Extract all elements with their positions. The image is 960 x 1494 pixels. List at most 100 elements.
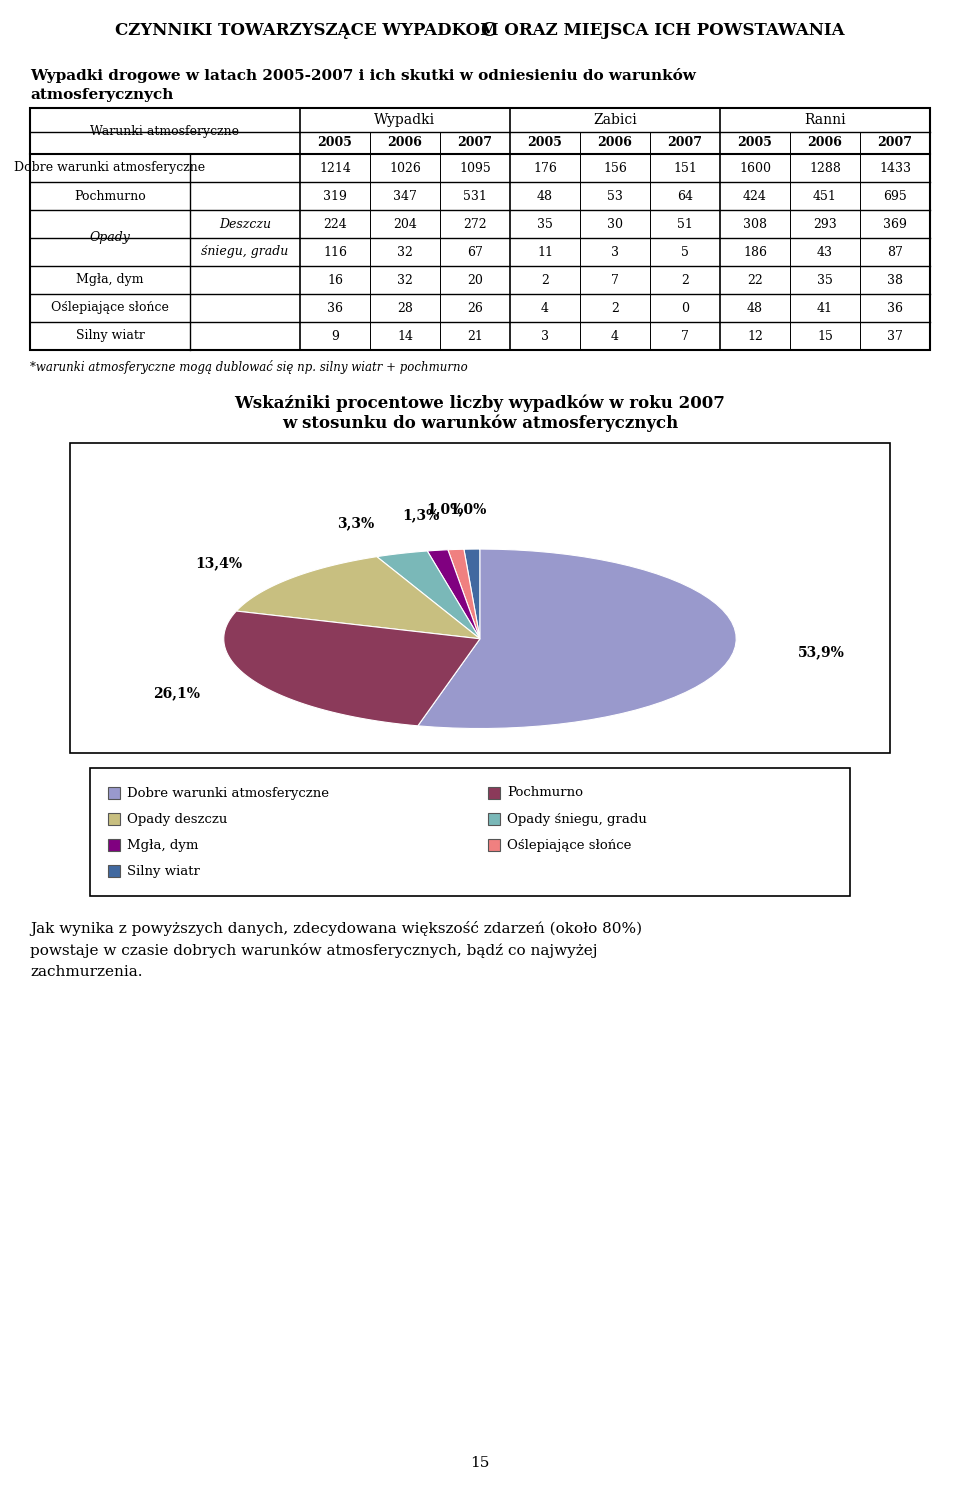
Text: Opady deszczu: Opady deszczu <box>127 813 228 826</box>
Text: 151: 151 <box>673 161 697 175</box>
PathPatch shape <box>236 557 480 639</box>
Text: 1,0%: 1,0% <box>426 502 464 517</box>
Text: Silny wiatr: Silny wiatr <box>127 865 200 877</box>
Text: 38: 38 <box>887 273 903 287</box>
Text: Pochmurno: Pochmurno <box>507 786 583 799</box>
Text: 1600: 1600 <box>739 161 771 175</box>
Text: 9: 9 <box>331 330 339 342</box>
Text: 53: 53 <box>607 190 623 203</box>
Text: 3,3%: 3,3% <box>337 517 374 530</box>
Text: Silny wiatr: Silny wiatr <box>76 330 144 342</box>
Text: 67: 67 <box>468 245 483 258</box>
Text: atmosferycznych: atmosferycznych <box>30 88 174 102</box>
Text: 26: 26 <box>468 302 483 315</box>
Text: Opady śniegu, gradu: Opady śniegu, gradu <box>507 813 647 826</box>
Text: 15: 15 <box>817 330 833 342</box>
Text: 48: 48 <box>747 302 763 315</box>
Text: 87: 87 <box>887 245 903 258</box>
Text: 176: 176 <box>533 161 557 175</box>
Text: 5: 5 <box>681 245 689 258</box>
Text: 4: 4 <box>541 302 549 315</box>
Text: 13,4%: 13,4% <box>195 557 243 571</box>
Text: 224: 224 <box>324 218 347 230</box>
Text: 32: 32 <box>397 245 413 258</box>
Text: 51: 51 <box>677 218 693 230</box>
Text: 1095: 1095 <box>459 161 491 175</box>
Bar <box>30 108 930 350</box>
Text: śniegu, gradu: śniegu, gradu <box>202 245 289 258</box>
Text: 2007: 2007 <box>877 136 913 149</box>
Text: 35: 35 <box>817 273 833 287</box>
Text: 35: 35 <box>537 218 553 230</box>
Bar <box>90 768 850 896</box>
Text: 48: 48 <box>537 190 553 203</box>
Text: 7: 7 <box>612 273 619 287</box>
Text: 15: 15 <box>470 1457 490 1470</box>
Text: 36: 36 <box>327 302 343 315</box>
Text: Jak wynika z powyższych danych, zdecydowana większość zdarzeń (około 80%): Jak wynika z powyższych danych, zdecydow… <box>30 920 642 937</box>
Text: 424: 424 <box>743 190 767 203</box>
Text: 2005: 2005 <box>737 136 773 149</box>
Text: 272: 272 <box>463 218 487 230</box>
Text: 369: 369 <box>883 218 907 230</box>
Text: Wypadki: Wypadki <box>374 114 436 127</box>
Text: *warunki atmosferyczne mogą dublować się np. silny wiatr + pochmurno: *warunki atmosferyczne mogą dublować się… <box>30 360 468 374</box>
PathPatch shape <box>427 550 480 639</box>
PathPatch shape <box>448 550 480 639</box>
Text: 451: 451 <box>813 190 837 203</box>
Text: 16: 16 <box>327 273 343 287</box>
Text: 2007: 2007 <box>667 136 703 149</box>
PathPatch shape <box>224 611 480 726</box>
Text: 0: 0 <box>681 302 689 315</box>
Bar <box>488 787 500 799</box>
Bar <box>488 813 500 825</box>
Text: Mgła, dym: Mgła, dym <box>76 273 144 287</box>
Text: 4: 4 <box>611 330 619 342</box>
Bar <box>108 840 120 852</box>
Text: 1,3%: 1,3% <box>402 508 440 521</box>
Text: Warunki atmosferyczne: Warunki atmosferyczne <box>90 124 239 137</box>
Text: 2: 2 <box>612 302 619 315</box>
Text: Oślepiające słońce: Oślepiające słońce <box>507 838 632 852</box>
Text: 156: 156 <box>603 161 627 175</box>
Text: Opady: Opady <box>89 232 131 245</box>
Bar <box>108 865 120 877</box>
Text: powstaje w czasie dobrych warunków atmosferycznych, bądź co najwyżej: powstaje w czasie dobrych warunków atmos… <box>30 943 597 958</box>
Text: 186: 186 <box>743 245 767 258</box>
Text: Wypadki drogowe w latach 2005-2007 i ich skutki w odniesieniu do warunków: Wypadki drogowe w latach 2005-2007 i ich… <box>30 69 696 84</box>
Text: 7: 7 <box>681 330 689 342</box>
Text: 20: 20 <box>468 273 483 287</box>
Text: 3: 3 <box>611 245 619 258</box>
PathPatch shape <box>376 551 480 639</box>
Text: Oślepiające słońce: Oślepiające słońce <box>51 302 169 315</box>
Text: 695: 695 <box>883 190 907 203</box>
Bar <box>488 840 500 852</box>
Bar <box>70 444 890 753</box>
Text: 3: 3 <box>541 330 549 342</box>
Text: Deszczu: Deszczu <box>219 218 271 230</box>
Text: Ranni: Ranni <box>804 114 846 127</box>
Text: 116: 116 <box>323 245 347 258</box>
Text: 32: 32 <box>397 273 413 287</box>
Text: Pochmurno: Pochmurno <box>74 190 146 203</box>
Text: 2006: 2006 <box>388 136 422 149</box>
Text: 43: 43 <box>817 245 833 258</box>
Text: Dobre warunki atmosferyczne: Dobre warunki atmosferyczne <box>127 786 329 799</box>
Text: 37: 37 <box>887 330 903 342</box>
Text: 26,1%: 26,1% <box>153 686 200 701</box>
Text: w stosunku do warunków atmosferycznych: w stosunku do warunków atmosferycznych <box>282 415 678 432</box>
Text: Mgła, dym: Mgła, dym <box>127 838 199 852</box>
Text: 2005: 2005 <box>528 136 563 149</box>
Text: Wskaźniki procentowe liczby wypadków w roku 2007: Wskaźniki procentowe liczby wypadków w r… <box>234 394 726 412</box>
Text: 1288: 1288 <box>809 161 841 175</box>
Text: 1433: 1433 <box>879 161 911 175</box>
Bar <box>108 813 120 825</box>
Text: C: C <box>480 22 495 40</box>
Text: 347: 347 <box>393 190 417 203</box>
Text: 36: 36 <box>887 302 903 315</box>
Text: 21: 21 <box>468 330 483 342</box>
Text: 64: 64 <box>677 190 693 203</box>
Text: 308: 308 <box>743 218 767 230</box>
Text: 2006: 2006 <box>807 136 843 149</box>
Text: 28: 28 <box>397 302 413 315</box>
